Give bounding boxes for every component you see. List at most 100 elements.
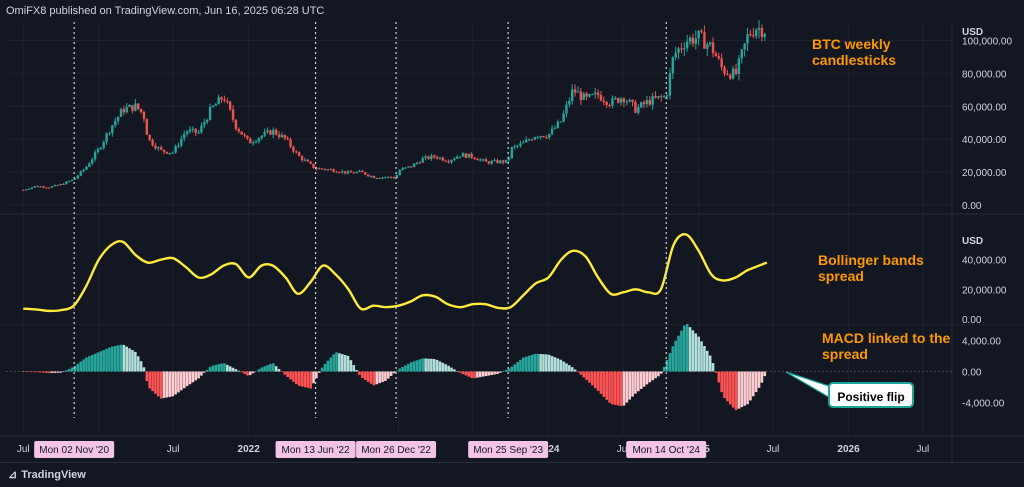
candle-body-89 — [277, 134, 281, 138]
candle-body-43 — [145, 118, 149, 135]
macd-bar-161 — [484, 371, 488, 377]
macd-bar-246 — [728, 371, 732, 405]
price-annotation-line1: BTC weekly — [812, 36, 891, 52]
candle-body-229 — [680, 48, 683, 50]
candle-body-198 — [591, 94, 594, 96]
bollinger-spread-line — [23, 233, 768, 313]
candle-body-177 — [530, 139, 534, 141]
macd-bar-176 — [527, 355, 531, 372]
candle-body-4 — [33, 186, 36, 188]
bollinger-annotation: Bollinger bands spread — [818, 252, 924, 284]
macd-bar-60 — [194, 371, 197, 381]
macd-bar-177 — [530, 354, 534, 372]
candle-body-239 — [708, 42, 712, 45]
candle-body-52 — [171, 152, 174, 154]
macd-bar-252 — [746, 371, 749, 405]
macd-bar-196 — [585, 371, 588, 381]
candle-body-95 — [295, 151, 298, 153]
candle-body-88 — [274, 129, 278, 135]
candle-body-254 — [752, 35, 755, 37]
candle-body-77 — [243, 134, 246, 136]
macd-bar-138 — [418, 359, 422, 372]
macd-bar-125 — [381, 371, 384, 383]
candle-body-210 — [625, 101, 629, 103]
macd-bar-183 — [547, 354, 551, 372]
candle-body-18 — [73, 178, 77, 180]
macd-bar-34 — [119, 344, 123, 372]
macd-bar-116 — [355, 369, 358, 372]
macd-bar-38 — [131, 350, 134, 372]
price-annotation-line2: candlesticks — [812, 52, 897, 68]
candle-body-166 — [499, 160, 502, 164]
candle-body-102 — [315, 168, 318, 170]
macd-bar-158 — [476, 371, 479, 378]
macd-bar-21 — [82, 359, 85, 372]
candle-body-63 — [203, 122, 206, 126]
macd-bar-71 — [226, 364, 229, 372]
candle-body-174 — [522, 142, 525, 144]
macd-bar-210 — [625, 371, 629, 403]
event-date-box-4 — [626, 441, 707, 458]
macd-annotation-line1: MACD linked to the — [822, 330, 951, 346]
macd-bar-19 — [76, 363, 80, 372]
macd-bar-215 — [639, 371, 643, 389]
tradingview-brand[interactable]: ⊿ TradingView — [8, 463, 86, 487]
macd-bar-159 — [478, 371, 482, 378]
candle-body-94 — [292, 146, 295, 152]
macd-bar-117 — [358, 371, 361, 375]
macd-bar-2 — [27, 371, 31, 372]
macd-bar-64 — [205, 369, 209, 372]
candle-body-191 — [571, 89, 574, 101]
macd-bar-238 — [705, 350, 709, 372]
candle-body-249 — [737, 58, 741, 74]
candle-body-211 — [628, 99, 631, 102]
macd-bar-123 — [375, 371, 379, 385]
candle-body-86 — [269, 130, 272, 135]
publish-header: OmiFX8 published on TradingView.com, Jun… — [6, 5, 325, 17]
candle-body-72 — [228, 101, 232, 110]
macd-bar-13 — [59, 371, 62, 373]
macd-tick-label-0: 4,000.00 — [962, 337, 1001, 348]
macd-bar-237 — [703, 346, 706, 372]
candle-body-100 — [309, 161, 312, 164]
macd-bar-149 — [450, 367, 453, 372]
macd-bar-36 — [125, 346, 129, 372]
macd-bar-171 — [513, 364, 517, 372]
candle-body-248 — [734, 68, 738, 74]
candle-body-134 — [407, 166, 410, 168]
macd-bar-25 — [93, 353, 97, 372]
macd-bar-31 — [111, 346, 114, 372]
macd-bar-94 — [292, 371, 295, 382]
macd-bar-90 — [280, 371, 284, 372]
macd-bar-135 — [409, 362, 413, 372]
macd-bar-103 — [317, 371, 321, 373]
candle-body-82 — [257, 138, 261, 142]
footer-bar: ⊿ TradingView — [0, 462, 1024, 487]
candle-body-110 — [338, 172, 341, 174]
candle-body-45 — [151, 139, 154, 146]
candle-body-124 — [378, 177, 381, 179]
macd-bar-14 — [62, 371, 65, 372]
candle-body-12 — [56, 184, 59, 186]
macd-bar-80 — [251, 371, 255, 374]
candle-body-234 — [694, 38, 697, 44]
candle-body-28 — [102, 141, 105, 148]
candle-body-9 — [47, 187, 51, 189]
macd-bar-113 — [346, 355, 350, 372]
macd-bar-170 — [510, 366, 514, 372]
macd-bar-75 — [237, 370, 241, 372]
candle-body-188 — [562, 113, 565, 122]
macd-bar-157 — [473, 371, 476, 379]
candle-body-47 — [157, 147, 160, 149]
candle-body-200 — [596, 92, 600, 96]
x-tick-label-11: Jul — [916, 444, 929, 455]
macd-bar-52 — [171, 371, 174, 397]
candle-body-220 — [654, 96, 657, 98]
candle-body-78 — [246, 135, 249, 139]
candle-body-258 — [763, 33, 766, 37]
candle-body-44 — [148, 134, 151, 140]
candle-body-178 — [533, 137, 537, 140]
macd-bar-45 — [151, 371, 154, 392]
macd-bar-191 — [570, 367, 574, 372]
macd-bar-213 — [634, 371, 637, 394]
